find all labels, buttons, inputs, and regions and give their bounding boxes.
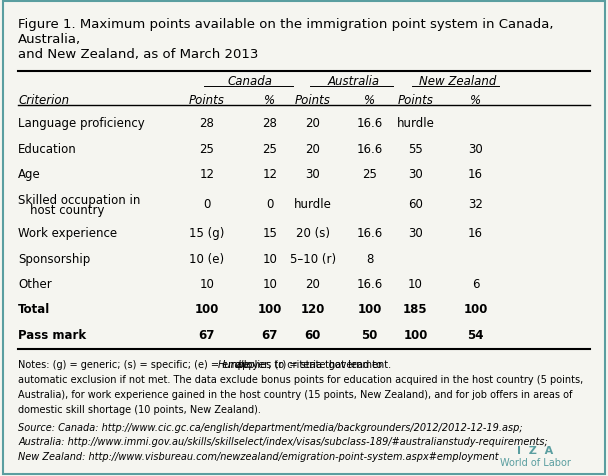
Text: 15: 15: [262, 227, 277, 240]
Text: 20: 20: [305, 117, 320, 130]
Text: 12: 12: [199, 168, 215, 180]
Text: Sponsorship: Sponsorship: [18, 252, 91, 265]
Text: 60: 60: [305, 328, 321, 341]
Text: 30: 30: [468, 142, 483, 155]
Text: 16.6: 16.6: [357, 117, 383, 130]
Text: 10: 10: [408, 278, 423, 290]
Text: domestic skill shortage (10 points, New Zealand).: domestic skill shortage (10 points, New …: [18, 405, 261, 415]
Text: Australia: Australia: [327, 74, 379, 88]
Text: 50: 50: [362, 328, 378, 341]
Text: %: %: [364, 93, 375, 107]
Text: Points: Points: [189, 93, 225, 107]
Text: 30: 30: [305, 168, 320, 180]
Text: 25: 25: [262, 142, 277, 155]
Text: Australia), for work experience gained in the host country (15 points, New Zeala: Australia), for work experience gained i…: [18, 389, 573, 399]
Text: Pass mark: Pass mark: [18, 328, 86, 341]
Text: 67: 67: [199, 328, 215, 341]
Text: Australia: http://www.immi.gov.au/skills/skillselect/index/visas/subclass-189/#a: Australia: http://www.immi.gov.au/skills…: [18, 436, 548, 446]
Text: 16.6: 16.6: [357, 278, 383, 290]
Text: %: %: [264, 93, 275, 107]
Text: 10: 10: [199, 278, 214, 290]
Text: Work experience: Work experience: [18, 227, 117, 240]
Text: 55: 55: [408, 142, 423, 155]
Text: 8: 8: [366, 252, 373, 265]
Text: hurdle: hurdle: [294, 197, 331, 210]
Text: 5–10 (r): 5–10 (r): [289, 252, 336, 265]
Text: 10 (e): 10 (e): [189, 252, 224, 265]
Text: 25: 25: [362, 168, 377, 180]
Text: 6: 6: [472, 278, 479, 290]
Text: 32: 32: [468, 197, 483, 210]
Text: 30: 30: [408, 168, 423, 180]
Text: Figure 1. Maximum points available on the immigration point system in Canada, Au: Figure 1. Maximum points available on th…: [18, 18, 554, 60]
Text: 20 (s): 20 (s): [295, 227, 330, 240]
Text: 100: 100: [258, 303, 282, 316]
Text: 120: 120: [300, 303, 325, 316]
Text: 30: 30: [408, 227, 423, 240]
Text: 20: 20: [305, 142, 320, 155]
Text: 10: 10: [262, 278, 277, 290]
Text: 28: 28: [262, 117, 277, 130]
Text: Skilled occupation in: Skilled occupation in: [18, 194, 140, 207]
Text: I  Z  A: I Z A: [517, 445, 553, 455]
Text: 10: 10: [262, 252, 277, 265]
Text: Hurdle: Hurdle: [218, 359, 250, 369]
Text: New Zealand: http://www.visbureau.com/newzealand/emigration-point-system.aspx#em: New Zealand: http://www.visbureau.com/ne…: [18, 451, 499, 461]
Text: 16: 16: [468, 168, 483, 180]
Text: 100: 100: [463, 303, 488, 316]
Text: 16.6: 16.6: [357, 227, 383, 240]
Text: 20: 20: [305, 278, 320, 290]
Text: 60: 60: [408, 197, 423, 210]
Text: 100: 100: [403, 328, 427, 341]
Text: 0: 0: [203, 197, 210, 210]
Text: New Zealand: New Zealand: [419, 74, 496, 88]
Text: Points: Points: [295, 93, 331, 107]
Text: Points: Points: [398, 93, 434, 107]
Text: Other: Other: [18, 278, 52, 290]
Text: 28: 28: [199, 117, 214, 130]
Text: 16: 16: [468, 227, 483, 240]
Text: 16.6: 16.6: [357, 142, 383, 155]
Text: Age: Age: [18, 168, 41, 180]
Text: Education: Education: [18, 142, 77, 155]
Text: Canada: Canada: [228, 74, 273, 88]
Text: 185: 185: [403, 303, 428, 316]
Text: World of Labor: World of Labor: [500, 457, 570, 466]
Text: 100: 100: [195, 303, 219, 316]
Text: Language proficiency: Language proficiency: [18, 117, 145, 130]
Text: 0: 0: [266, 197, 274, 210]
Text: 54: 54: [467, 328, 484, 341]
Text: %: %: [470, 93, 481, 107]
Text: applies to criteria that lead to: applies to criteria that lead to: [233, 359, 382, 369]
Text: 12: 12: [262, 168, 277, 180]
Text: 25: 25: [199, 142, 214, 155]
Text: automatic exclusion if not met. The data exclude bonus points for education acqu: automatic exclusion if not met. The data…: [18, 374, 584, 384]
Text: hurdle: hurdle: [396, 117, 434, 130]
Text: 67: 67: [261, 328, 278, 341]
Text: Criterion: Criterion: [18, 93, 69, 107]
Text: Source: Canada: http://www.cic.gc.ca/english/department/media/backgrounders/2012: Source: Canada: http://www.cic.gc.ca/eng…: [18, 422, 523, 432]
Text: Notes: (g) = generic; (s) = specific; (e) = employer; (r) = state government.: Notes: (g) = generic; (s) = specific; (e…: [18, 359, 395, 369]
Text: 15 (g): 15 (g): [189, 227, 224, 240]
Text: Total: Total: [18, 303, 50, 316]
Text: host country: host country: [30, 203, 105, 216]
Text: 100: 100: [358, 303, 382, 316]
